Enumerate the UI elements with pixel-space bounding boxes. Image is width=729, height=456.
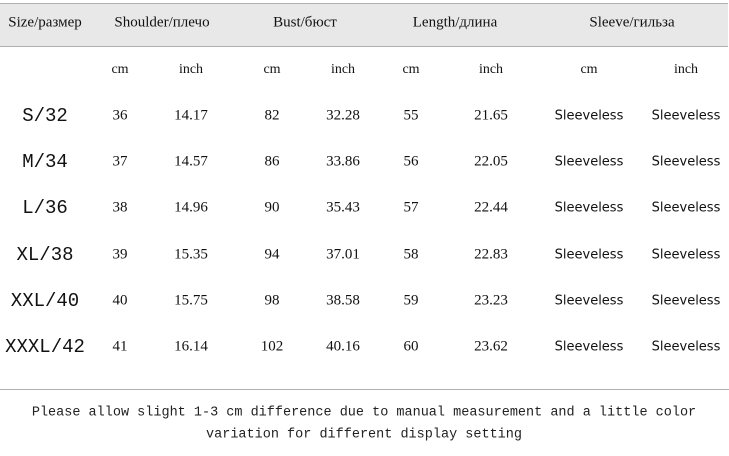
size-label: S/32 xyxy=(22,105,68,127)
unit-label: inch xyxy=(330,62,356,77)
unit-label: inch xyxy=(178,62,204,77)
measurement: 38.58 xyxy=(326,292,360,309)
unit-label: cm xyxy=(263,62,281,77)
measurement: 40.16 xyxy=(326,338,360,355)
measurement: 41 xyxy=(112,338,128,355)
measurement: Sleeveless xyxy=(651,293,721,309)
measurement: 82 xyxy=(264,107,280,124)
size-label: L/36 xyxy=(22,197,68,219)
size-label: XL/38 xyxy=(16,244,74,266)
measurement: 22.44 xyxy=(474,199,508,216)
measurement: 98 xyxy=(264,292,280,309)
measurement: 32.28 xyxy=(326,107,360,124)
footer-note: Please allow slight 1-3 cm difference du… xyxy=(31,405,697,421)
unit-label: cm xyxy=(580,62,598,77)
divider xyxy=(0,389,729,390)
unit-label: cm xyxy=(402,62,420,77)
measurement: 15.75 xyxy=(174,292,208,309)
size-label: XXL/40 xyxy=(10,290,80,312)
measurement: Sleeveless xyxy=(651,247,721,263)
column-header: Shoulder/плечо xyxy=(114,14,210,31)
measurement: 23.62 xyxy=(474,338,508,355)
measurement: Sleeveless xyxy=(651,339,721,355)
measurement: Sleeveless xyxy=(651,200,721,216)
footer-note: variation for different display setting xyxy=(206,427,522,443)
measurement: 21.65 xyxy=(474,107,508,124)
measurement: 37.01 xyxy=(326,246,360,263)
size-label: XXXL/42 xyxy=(5,336,85,358)
unit-label: cm xyxy=(111,62,129,77)
measurement: Sleeveless xyxy=(554,200,624,216)
measurement: Sleeveless xyxy=(651,154,721,170)
measurement: 86 xyxy=(264,153,280,170)
measurement: Sleeveless xyxy=(554,339,624,355)
measurement: 60 xyxy=(403,338,419,355)
size-label: M/34 xyxy=(22,151,68,173)
column-header: Length/длина xyxy=(412,14,498,31)
measurement: 22.05 xyxy=(474,153,508,170)
measurement: 56 xyxy=(403,153,419,170)
unit-label: inch xyxy=(673,62,699,77)
measurement: 37 xyxy=(112,153,128,170)
measurement: 15.35 xyxy=(174,246,208,263)
measurement: 55 xyxy=(403,107,419,124)
measurement: 35.43 xyxy=(326,199,360,216)
column-header: Bust/бюст xyxy=(273,14,337,31)
measurement: Sleeveless xyxy=(651,108,721,124)
measurement: 14.17 xyxy=(174,107,208,124)
measurement: Sleeveless xyxy=(554,293,624,309)
measurement: 33.86 xyxy=(326,153,360,170)
measurement: 102 xyxy=(260,338,284,355)
measurement: 36 xyxy=(112,107,128,124)
measurement: Sleeveless xyxy=(554,108,624,124)
measurement: 16.14 xyxy=(174,338,208,355)
measurement: Sleeveless xyxy=(554,154,624,170)
measurement: 23.23 xyxy=(474,292,508,309)
header-background xyxy=(0,3,728,47)
measurement: 14.57 xyxy=(174,153,208,170)
column-header: Sleeve/гильза xyxy=(589,14,675,31)
measurement: 40 xyxy=(112,292,128,309)
measurement: 22.83 xyxy=(474,246,508,263)
measurement: 57 xyxy=(403,199,419,216)
measurement: 94 xyxy=(264,246,280,263)
measurement: 39 xyxy=(112,246,128,263)
measurement: 90 xyxy=(264,199,280,216)
measurement: Sleeveless xyxy=(554,247,624,263)
unit-label: inch xyxy=(478,62,504,77)
measurement: 58 xyxy=(403,246,419,263)
measurement: 14.96 xyxy=(174,199,208,216)
measurement: 38 xyxy=(112,199,128,216)
column-header: Size/размер xyxy=(8,14,82,31)
measurement: 59 xyxy=(403,292,419,309)
